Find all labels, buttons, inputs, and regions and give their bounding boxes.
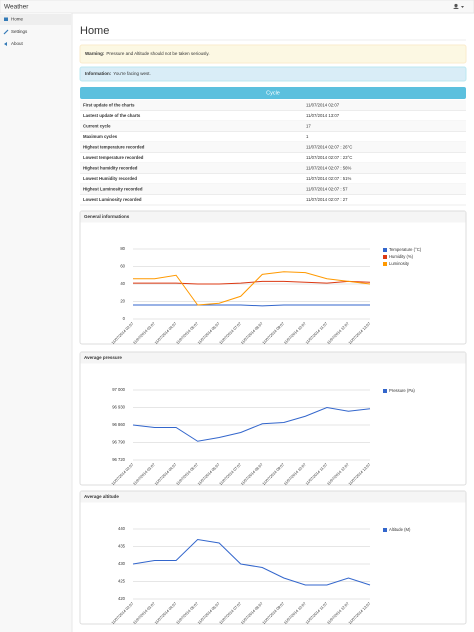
- legend-swatch: [383, 262, 387, 266]
- row-value: 11/07/2014 02:07 : 51%: [306, 176, 351, 181]
- row-label: Highest temperature recorded: [83, 144, 145, 149]
- panel: [79, 210, 467, 345]
- row-bg: [80, 142, 466, 153]
- series-line: [132, 538, 371, 586]
- chart-title: General informations: [84, 214, 130, 219]
- row-label: Current cycle: [83, 123, 111, 128]
- series-line: [133, 304, 370, 307]
- nav-about[interactable]: About: [11, 41, 24, 46]
- info-label: Information:: [85, 71, 112, 76]
- y-tick-label: 20: [120, 299, 125, 304]
- legend-label: Luminosity: [389, 261, 410, 266]
- row-label: Lowest Humidity recorded: [83, 176, 137, 181]
- row-label: Lowest Luminosity recorded: [83, 197, 142, 202]
- chart-title: Average altitude: [84, 494, 119, 499]
- row-label: Highest humidity recorded: [83, 165, 138, 170]
- row-value: 11/07/2014 02:07 : 57: [306, 186, 348, 191]
- y-tick-label: 435: [118, 544, 126, 549]
- info-text: You're facing west.: [113, 71, 150, 76]
- row-bg: [80, 163, 466, 174]
- sidebar: [0, 13, 72, 632]
- y-tick-label: 96 790: [112, 440, 125, 445]
- y-tick-label: 96 930: [112, 405, 125, 410]
- y-tick-label: 420: [118, 596, 126, 601]
- legend-swatch: [383, 255, 387, 259]
- row-value: 11/07/2014 02:07 : 26°C: [306, 144, 352, 149]
- brand[interactable]: Weather: [4, 4, 29, 11]
- nav-home[interactable]: Home: [11, 17, 24, 22]
- legend-label: Altitude (M): [389, 527, 411, 532]
- y-tick-label: 96 860: [112, 422, 125, 427]
- legend-swatch: [383, 248, 387, 252]
- row-bg: [80, 184, 466, 195]
- y-tick-label: 440: [118, 526, 126, 531]
- legend-swatch: [383, 389, 387, 393]
- chart-title: Average pressure: [84, 355, 122, 360]
- home-icon: [4, 17, 8, 21]
- row-label: First update of the charts: [83, 102, 135, 107]
- row-value: 17: [306, 123, 311, 128]
- row-value: 1: [306, 134, 309, 139]
- row-label: Lastest update of the charts: [83, 113, 141, 118]
- info-box: [79, 66, 467, 82]
- panel-header: [80, 211, 466, 223]
- y-tick-label: 80: [120, 246, 125, 251]
- y-tick-label: 0: [123, 316, 126, 321]
- row-value: 11/07/2014 02:07 : 23°C: [306, 155, 352, 160]
- y-tick-label: 97 000: [112, 387, 125, 392]
- y-tick-label: 425: [118, 579, 126, 584]
- row-value: 11/07/2014 02:07 : 27: [306, 197, 348, 202]
- legend-swatch: [383, 528, 387, 532]
- y-tick-label: 60: [120, 264, 125, 269]
- row-label: Lowest temperature recorded: [83, 155, 144, 160]
- y-tick-label: 40: [120, 281, 125, 286]
- row-bg: [80, 121, 466, 132]
- legend-label: Pressure (Pa): [389, 388, 415, 393]
- y-tick-label: 430: [118, 561, 126, 566]
- panel: [79, 351, 467, 486]
- warning-box: [79, 44, 467, 64]
- y-tick-label: 96 720: [112, 457, 125, 462]
- series-line: [132, 406, 371, 442]
- row-value: 11/07/2014 02:07 : 56%: [306, 165, 351, 170]
- nav-settings[interactable]: Settings: [11, 29, 28, 34]
- active-item: [0, 14, 71, 25]
- row-label: Maximum cycles: [83, 134, 118, 139]
- settings-icon: [3, 29, 9, 35]
- legend-label: Humidity (%): [389, 254, 414, 259]
- row-value: 11/07/2014 02:07: [306, 102, 340, 107]
- series-line: [133, 280, 371, 285]
- row-value: 11/07/2014 13:07: [306, 113, 340, 118]
- panel-header: [80, 491, 466, 503]
- table-title: Cycle: [266, 90, 280, 96]
- row-label: Highest Luminosity recorded: [83, 186, 143, 191]
- row-bg: [80, 100, 466, 111]
- info: Information: You're facing west.: [85, 71, 151, 76]
- series-line: [133, 271, 371, 306]
- user-menu[interactable]: [453, 3, 464, 9]
- warning-text: Pressure and Altitude should not be take…: [106, 51, 209, 56]
- about-icon: [4, 42, 7, 46]
- navbar: [0, 0, 474, 14]
- panel-header: [80, 352, 466, 364]
- panel: [79, 490, 467, 625]
- table-header: [80, 87, 466, 99]
- warning-label: Warning:: [85, 51, 105, 56]
- warning: Warning: Pressure and Altitude should not…: [85, 51, 210, 56]
- heading: Home: [80, 25, 109, 37]
- legend-label: Temperature (°C): [389, 247, 422, 252]
